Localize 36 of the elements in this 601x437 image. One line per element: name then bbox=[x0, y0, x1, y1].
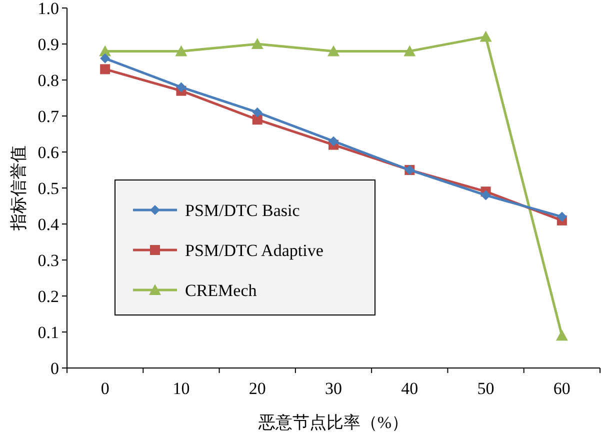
point bbox=[176, 82, 186, 92]
point bbox=[328, 45, 340, 56]
x-tick-label: 60 bbox=[553, 379, 570, 398]
y-tick-label: 0.3 bbox=[38, 251, 59, 270]
legend-label: PSM/DTC Basic bbox=[185, 201, 300, 220]
y-tick-label: 0.6 bbox=[38, 143, 59, 162]
point bbox=[556, 330, 568, 341]
point bbox=[100, 64, 110, 74]
point bbox=[251, 38, 264, 49]
x-tick-label: 30 bbox=[325, 379, 342, 398]
x-tick-label: 50 bbox=[477, 379, 494, 398]
point bbox=[480, 190, 491, 200]
legend-label: PSM/DTC Adaptive bbox=[185, 241, 324, 260]
point bbox=[556, 212, 567, 222]
point bbox=[328, 136, 338, 146]
point bbox=[100, 53, 110, 64]
x-tick-label: 40 bbox=[401, 379, 418, 398]
y-tick-label: 0.9 bbox=[38, 35, 59, 54]
legend-label: CREMech bbox=[185, 281, 258, 300]
y-tick-label: 0.2 bbox=[38, 287, 59, 306]
point bbox=[480, 30, 492, 42]
y-axis-title: 指标信誉值 bbox=[9, 146, 28, 232]
point bbox=[252, 107, 262, 118]
x-tick-label: 0 bbox=[100, 379, 110, 398]
y-tick-label: 1.0 bbox=[38, 0, 59, 18]
y-tick-label: 0.7 bbox=[38, 107, 60, 126]
y-tick-label: 0.1 bbox=[38, 323, 59, 342]
x-axis-title: 恶意节点比率（%） bbox=[257, 413, 409, 432]
point bbox=[404, 45, 416, 56]
point bbox=[175, 45, 188, 56]
y-tick-label: 0 bbox=[50, 359, 59, 378]
y-tick-label: 0.5 bbox=[38, 179, 59, 198]
y-tick-label: 0.4 bbox=[38, 215, 60, 234]
x-tick-label: 20 bbox=[248, 379, 266, 398]
y-tick-label: 0.8 bbox=[38, 71, 59, 90]
x-tick-label: 10 bbox=[172, 379, 190, 398]
